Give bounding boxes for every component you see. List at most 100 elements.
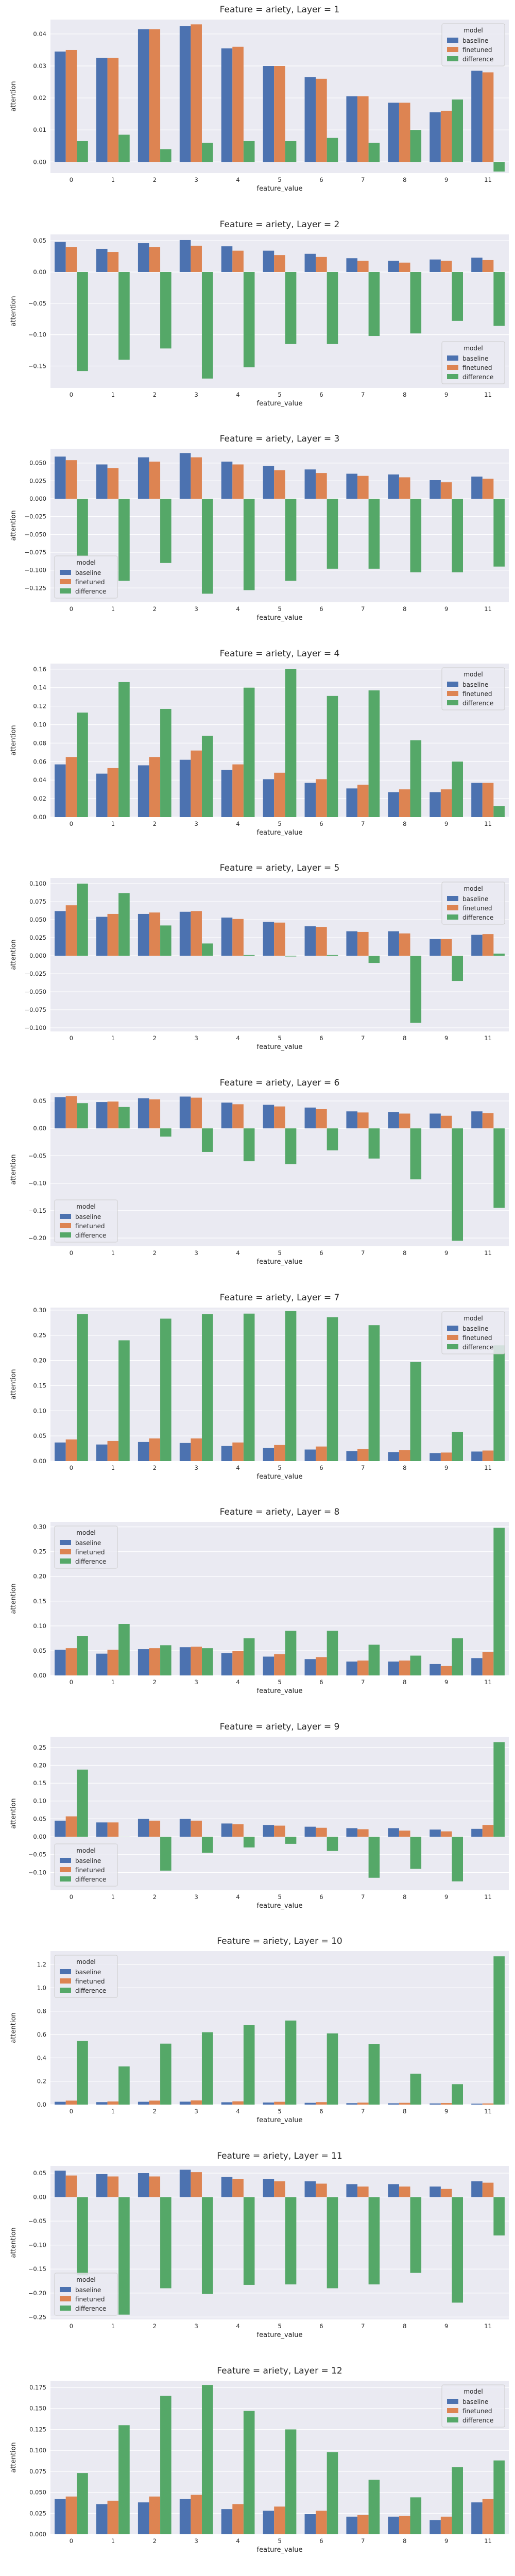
bar-finetuned-9 [440,260,452,272]
bar-difference-0 [77,1314,88,1461]
y-tick-label: −0.15 [28,1207,46,1214]
bar-finetuned-9 [440,1831,452,1837]
bar-finetuned-2 [149,29,161,162]
x-tick-label: 7 [361,1249,365,1257]
bar-difference-1 [118,2066,130,2105]
bar-baseline-11 [471,1828,483,1837]
x-tick-label: 1 [111,605,115,613]
x-tick-label: 2 [153,820,157,827]
y-tick-label: 0.075 [29,899,46,906]
bar-finetuned-2 [149,2100,161,2105]
bar-finetuned-4 [232,1824,244,1837]
y-tick-label: 0.10 [33,1407,46,1414]
legend-label-difference: difference [462,56,493,63]
bar-difference-8 [410,956,422,1023]
x-tick-label: 6 [319,2323,323,2330]
bar-difference-9 [452,1836,463,1882]
x-tick-label: 9 [444,391,448,398]
legend-label-difference: difference [75,1987,106,1994]
bar-baseline-8 [388,260,399,272]
y-tick-label: −0.100 [24,567,46,574]
legend-title: model [464,671,483,678]
x-tick-label: 8 [403,820,406,827]
x-tick-label: 3 [195,176,198,183]
chart-layer-3: Feature = ariety, Layer = 3 −0.125 −0.100 −… [10,434,509,622]
x-tick-label: 1 [111,176,115,183]
bar-difference-0 [77,2041,88,2105]
bar-finetuned-1 [107,1822,119,1837]
x-tick-label: 0 [70,2108,73,2115]
bar-difference-6 [327,955,338,956]
bar-difference-6 [327,138,338,162]
bar-difference-6 [327,2452,338,2534]
legend-label-difference: difference [462,374,493,381]
x-tick-label: 8 [403,1464,406,1471]
bar-difference-5 [285,141,297,162]
bar-difference-8 [410,1362,422,1461]
x-tick-label: 11 [484,1679,492,1686]
bar-difference-0 [77,499,88,556]
bar-difference-8 [410,2197,422,2273]
chart-layer-12: Feature = ariety, Layer = 12 0.000 0.025 0.… [10,2366,509,2554]
x-tick-label: 2 [153,1893,157,1901]
bar-baseline-3 [179,1096,191,1129]
legend-label-baseline: baseline [462,355,488,362]
bar-baseline-2 [138,2502,149,2534]
bar-difference-8 [410,1128,422,1180]
bar-finetuned-0 [65,2496,77,2534]
x-tick-label: 0 [70,1249,73,1257]
bar-finetuned-7 [357,260,369,272]
bar-baseline-8 [388,1828,399,1837]
x-tick-label: 11 [484,2323,492,2330]
bar-baseline-4 [221,1823,233,1837]
bar-baseline-5 [263,2179,274,2197]
bar-baseline-7 [346,2184,358,2197]
chart-layer-5: Feature = ariety, Layer = 5 −0.100 −0.075 −… [10,863,509,1051]
bar-finetuned-7 [357,1829,369,1837]
x-tick-label: 9 [444,2108,448,2115]
bar-baseline-5 [263,1105,274,1129]
bar-baseline-5 [263,2103,274,2105]
bar-baseline-7 [346,258,358,272]
y-tick-label: 0.000 [29,952,46,959]
x-tick-label: 6 [319,1249,323,1257]
y-tick-label: 0.050 [29,2488,46,2496]
bar-difference-9 [452,272,463,321]
x-tick-label: 0 [70,2537,73,2545]
legend-label-baseline: baseline [462,895,488,903]
bar-finetuned-0 [65,905,77,956]
x-axis-label: feature_value [257,1687,303,1695]
bar-baseline-3 [179,2499,191,2534]
bar-baseline-2 [138,243,149,272]
x-tick-label: 2 [153,605,157,613]
y-axis-label: attention [10,1369,18,1399]
bar-baseline-9 [430,792,441,817]
x-tick-label: 8 [403,1035,406,1042]
x-tick-label: 9 [444,2323,448,2330]
x-axis-label: feature_value [257,1902,303,1910]
bar-baseline-5 [263,250,274,272]
x-tick-label: 2 [153,176,157,183]
legend: model baseline finetuned difference [441,1311,505,1354]
bar-baseline-6 [304,1659,316,1676]
bar-baseline-11 [471,1658,483,1676]
chart-title: Feature = ariety, Layer = 8 [220,1507,340,1517]
bar-difference-9 [452,99,463,162]
bar-difference-7 [368,1645,380,1676]
bar-baseline-0 [55,2171,66,2197]
bar-finetuned-11 [482,1113,494,1129]
legend-swatch-difference [447,374,458,379]
bar-baseline-2 [138,1442,149,1461]
bar-finetuned-1 [107,2500,119,2534]
x-tick-label: 0 [70,1464,73,1471]
bar-difference-5 [285,2197,297,2285]
y-axis-label: attention [10,1798,18,1828]
x-tick-label: 6 [319,605,323,613]
legend-label-baseline: baseline [75,1213,101,1221]
bar-finetuned-8 [399,934,410,956]
bar-finetuned-7 [357,932,369,956]
chart-layer-2: Feature = ariety, Layer = 2 −0.15 −0.10 −0.… [10,219,509,408]
y-tick-label: −0.025 [24,513,46,520]
y-tick-label: 0.12 [33,702,46,709]
bar-difference-8 [410,499,422,572]
